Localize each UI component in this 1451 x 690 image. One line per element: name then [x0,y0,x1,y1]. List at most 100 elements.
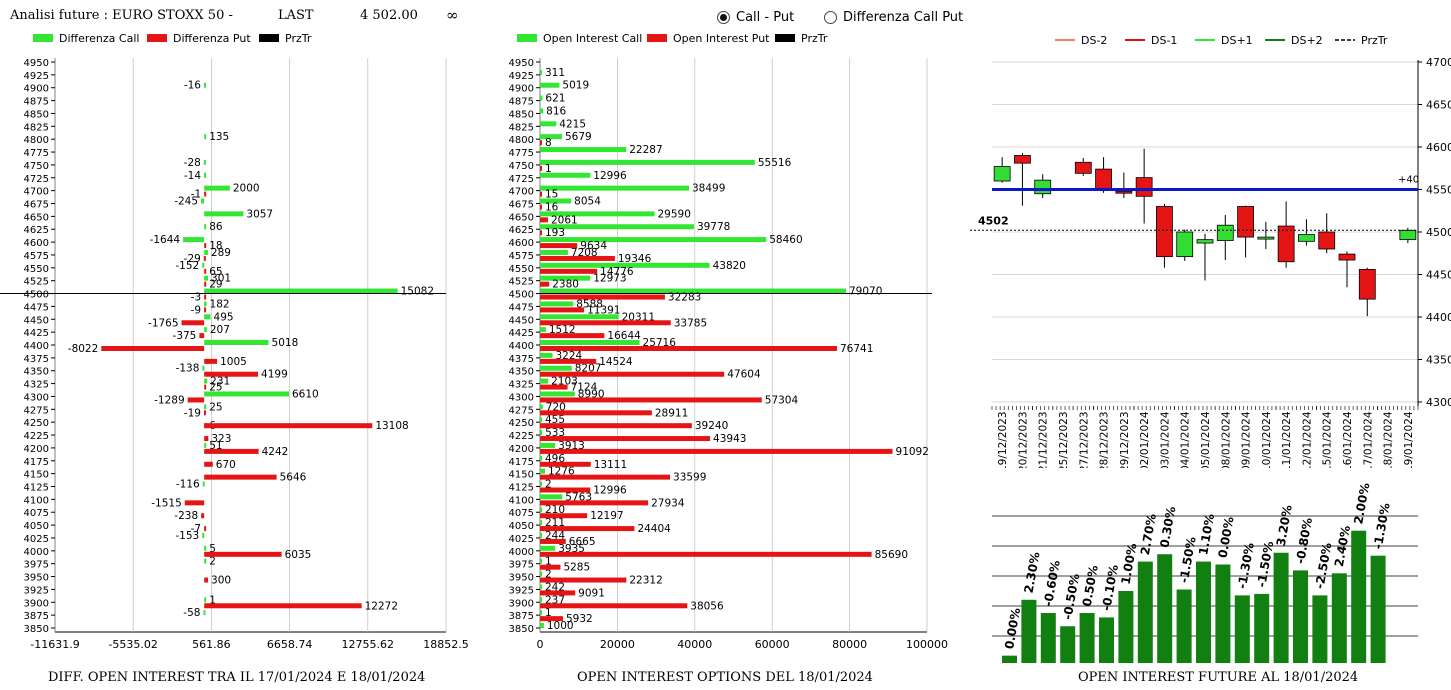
bar-value-label: 32283 [668,292,701,304]
call-bar [204,172,207,178]
call-bar [204,275,209,281]
legend-label: DS-1 [1151,34,1177,47]
call-bar [204,134,207,140]
future-oi-bar [1157,554,1173,663]
y-tick-label: 4325 [509,380,534,391]
x-tick-label: 0 [537,638,544,651]
y-tick-label: 4850 [24,109,49,120]
radio-unselected-icon[interactable] [824,11,837,24]
bar-value-label: 39240 [695,420,728,432]
bar-value-label: 4242 [262,446,289,458]
put-bar [540,526,635,532]
call-bar [540,301,574,307]
bar-value-label: 8054 [574,196,601,208]
x-tick-label: 80000 [832,638,867,651]
call-bar [204,340,269,345]
candle-up [1196,239,1214,244]
put-bar [204,551,282,557]
bar-value-label: 6035 [285,549,312,561]
bar-value-label: 12973 [593,273,626,285]
radio-call-put[interactable]: Call - Put [717,10,794,25]
put-bar [540,165,542,171]
call-bar [540,159,755,165]
y-tick-label: 4500 [1426,226,1451,239]
y-tick-label: 4175 [509,457,534,468]
bar-value-label: 2 [545,479,552,491]
candle-up [1034,179,1052,195]
put-bar [204,268,207,274]
bar-value-label: 311 [545,67,565,79]
bar-percent-label: -0.10% [1099,564,1121,612]
call-bar [540,185,689,191]
y-tick-label: 4775 [24,148,49,159]
y-tick-label: 4025 [509,534,534,545]
call-bar [540,481,542,487]
bar-value-label: 24404 [637,523,671,535]
future-oi-bar [1215,564,1231,663]
bar-value-label: 670 [216,459,236,471]
y-tick-label: 4550 [509,264,534,275]
y-tick-label: 4700 [24,187,49,198]
bar-value-label: 18 [209,240,222,252]
bar-value-label: 6610 [292,388,319,400]
y-tick-label: 4525 [24,277,49,288]
bar-value-label: 1 [545,607,552,619]
infinity-icon[interactable]: ∞ [446,6,459,24]
put-bar [203,255,206,261]
bar-value-label: 55516 [758,157,792,169]
bar-value-label: -375 [173,330,197,342]
y-tick-label: 4200 [509,444,534,455]
bar-value-label: -19 [184,407,201,419]
legend-label: Open Interest Call [543,32,642,45]
y-tick-label: 3875 [509,611,534,622]
bar-value-label: 86 [209,221,223,233]
y-tick-label: 4925 [24,71,49,82]
date-label: 12/01/2024 [1301,411,1313,468]
date-label: 28/12/2023 [1099,411,1111,468]
y-tick-label: 4175 [24,457,49,468]
radio-selected-icon[interactable] [717,11,730,24]
y-tick-label: 4350 [24,367,49,378]
chart4-plot: 0.00%2.30%-0.60%-0.50%0.50%-0.10%1.00%2.… [992,482,1418,663]
bar-value-label: 2380 [552,279,579,291]
date-label: 04/01/2024 [1180,411,1192,468]
bar-value-label: 1000 [547,620,574,632]
bar-value-label: 193 [545,227,565,239]
call-bar [540,108,544,114]
call-bar [540,442,556,448]
y-tick-label: 4650 [509,212,534,223]
call-bar [204,327,207,333]
bar-value-label: 38499 [692,183,725,195]
call-bar [204,301,207,307]
bar-value-label: 14776 [600,266,634,278]
bar-percent-label: 0.00% [1216,516,1237,559]
y-tick-label: 4200 [24,444,49,455]
put-bar [204,281,207,287]
radio-differenza-call-put[interactable]: Differenza Call Put [824,10,963,25]
date-label: 03/01/2024 [1159,411,1171,468]
call-bar [540,82,560,88]
bar-percent-label: -1.30% [1371,502,1393,550]
bar-value-label: -14 [184,170,201,182]
price-label: 4502 [978,214,1009,227]
put-bar [540,204,542,210]
call-bar [540,198,572,204]
bar-value-label: 5646 [280,472,307,484]
put-bar [204,371,259,377]
bar-value-label: -28 [184,157,201,169]
put-bar [204,436,209,442]
call-bar [540,224,694,230]
put-bar [204,603,362,609]
y-tick-label: 3950 [509,573,534,584]
call-bar [540,584,542,590]
y-tick-label: 4350 [1426,354,1451,367]
y-tick-label: 4300 [24,392,49,403]
put-bar [540,384,568,390]
future-oi-bar [1137,561,1153,663]
y-tick-label: 4700 [509,187,534,198]
bar-percent-label: -1.50% [1177,536,1199,584]
bar-value-label: 43820 [713,260,746,272]
date-label: 19/01/2024 [1403,411,1415,468]
bar-value-label: 33785 [674,317,707,329]
chart2-legend: Open Interest Call Open Interest Put PrzTr [517,32,828,45]
